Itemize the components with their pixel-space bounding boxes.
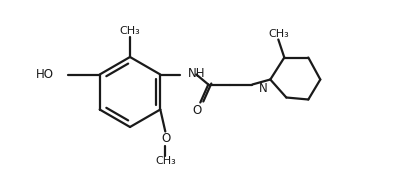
Text: CH₃: CH₃ [120,26,140,36]
Text: N: N [258,82,267,94]
Text: HO: HO [36,68,54,81]
Text: CH₃: CH₃ [155,156,176,166]
Text: O: O [162,132,171,145]
Text: CH₃: CH₃ [268,28,289,39]
Text: O: O [193,104,202,117]
Text: NH: NH [188,67,206,80]
